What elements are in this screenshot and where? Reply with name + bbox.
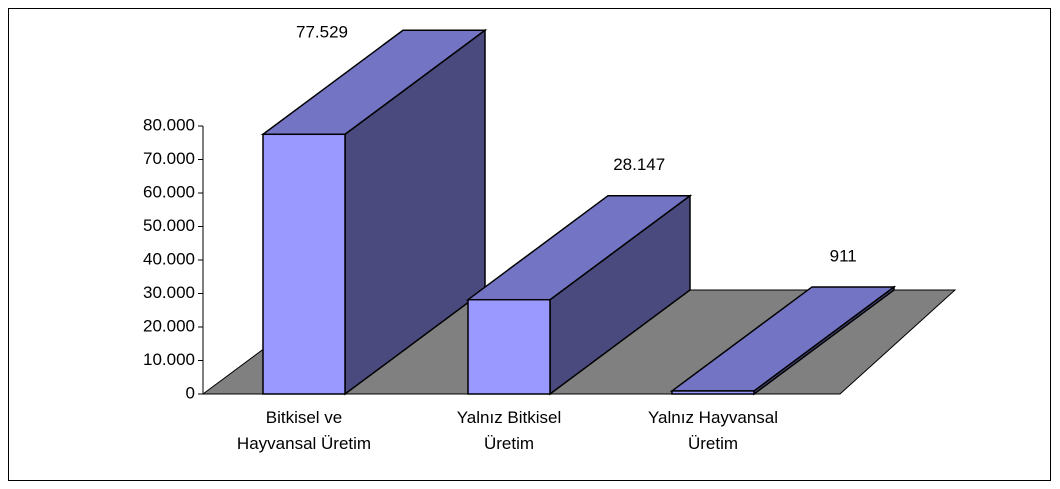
y-tick-label: 70.000 [143, 149, 195, 168]
bar [262, 133, 346, 395]
y-tick-label: 50.000 [143, 216, 195, 235]
x-tick-label: Yalnız Bitkisel Üretim [456, 408, 562, 453]
bar [467, 298, 551, 395]
y-tick-label: 60.000 [143, 182, 195, 201]
y-tick-label: 10.000 [143, 350, 195, 369]
x-tick-label: Bitkisel ve Hayvansal Üretim [236, 408, 372, 453]
y-tick-label: 40.000 [143, 249, 195, 268]
value-label: 28.147 [613, 155, 665, 174]
bar [671, 390, 755, 395]
value-label: 911 [830, 246, 857, 265]
x-tick-label: Yalnız Hayvansal Üretim [647, 408, 779, 453]
y-tick-label: 0 [186, 383, 195, 402]
y-tick-label: 80.000 [143, 115, 195, 134]
chart-border [8, 8, 1051, 481]
y-tick-label: 20.000 [143, 316, 195, 335]
y-tick-label: 30.000 [143, 283, 195, 302]
value-label: 77.529 [296, 22, 348, 41]
